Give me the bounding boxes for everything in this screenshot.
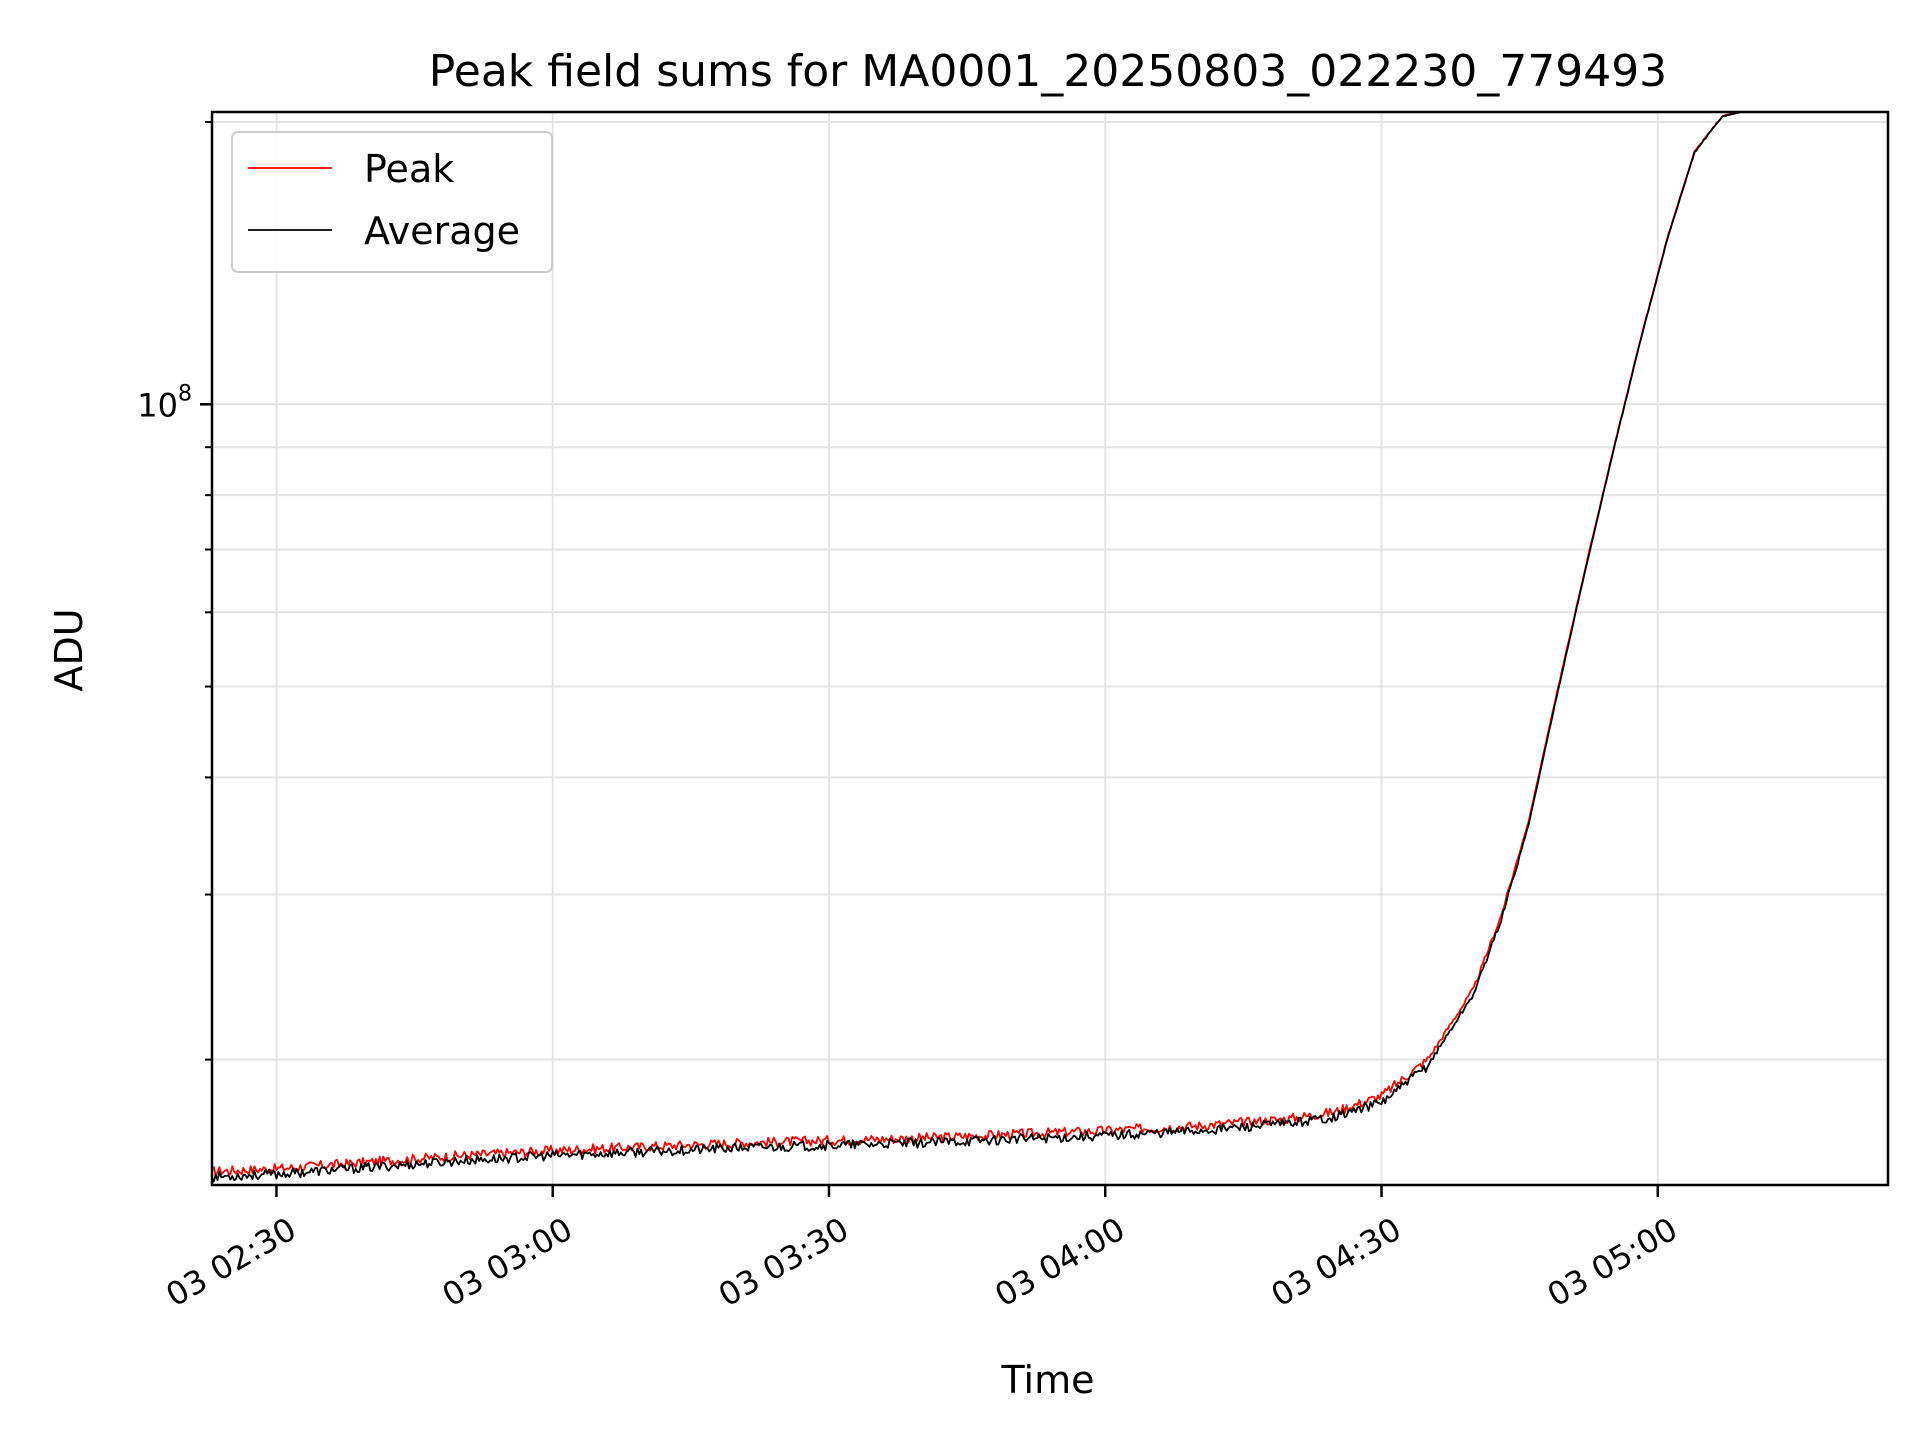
plot-frame [210, 110, 1890, 1187]
legend: Peak Average [231, 131, 553, 273]
series-lines [211, 111, 1742, 1183]
legend-label-peak: Peak [364, 147, 454, 191]
grid [212, 112, 1888, 1185]
y-axis-label: ADU [47, 608, 91, 691]
legend-label-average: Average [364, 209, 520, 253]
chart-title: Peak field sums for MA0001_20250803_0222… [429, 46, 1667, 97]
x-axis-label: Time [1001, 1358, 1095, 1402]
series-line-average [211, 111, 1741, 1183]
legend-box [231, 131, 553, 273]
y-tick-label: 108 [137, 381, 192, 424]
